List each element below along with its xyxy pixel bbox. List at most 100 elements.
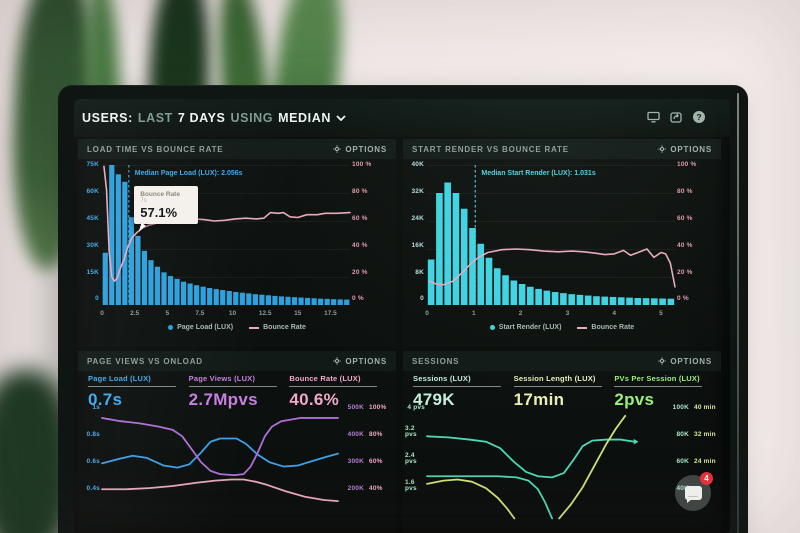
metric-bounce-rate: Bounce Rate (LUX) 40.6%	[289, 374, 390, 410]
x-axis: 0 2.5 5 7.5 10 12.5 15 17.5	[100, 310, 350, 320]
axis-tick: 4	[612, 310, 616, 317]
display-icon[interactable]	[646, 110, 660, 123]
plot-area[interactable]: Median Page Load (LUX): 2.056s Bounce Ra…	[102, 165, 350, 305]
y-axis-right: 500K 100% 400K 80% 300K 60% 200K 40%	[340, 404, 394, 493]
chevron-down-icon	[336, 115, 346, 121]
axis-tick: 0	[420, 295, 424, 303]
axis-tick: 17.5	[324, 310, 337, 317]
metric-value: 0.7s	[88, 390, 123, 409]
panel-page-views: PAGE VIEWS VS ONLOAD OPTIONS Page Load (…	[78, 351, 396, 533]
panel-header: LOAD TIME VS BOUNCE RATE OPTIONS	[78, 139, 396, 159]
panel-title: PAGE VIEWS VS ONLOAD	[87, 356, 203, 366]
axis-tick: 40K	[411, 161, 424, 168]
axis-tick: 0.6s	[86, 458, 100, 466]
y-axis-left: 40K 32K 24K 16K 8K 0	[405, 161, 424, 303]
panel-load-time: LOAD TIME VS BOUNCE RATE OPTIONS 75K 60K 4…	[78, 139, 396, 348]
legend-item: Page Load (LUX)	[168, 324, 233, 331]
metric-sessions: Sessions (LUX) 479K	[413, 374, 514, 410]
axis-tick: 0 %	[677, 295, 689, 303]
tooltip: Bounce Rate 7s 57.1%	[134, 186, 199, 234]
chart-canvas[interactable]	[102, 405, 338, 513]
plot-area[interactable]: Median Start Render (LUX): 1.031s	[427, 165, 675, 305]
axis-tick: 100 %	[352, 161, 372, 168]
axis-tick: 100K 40 min	[672, 404, 716, 411]
page-views-chart: 1s 0.8s 0.6s 0.4s 500K 100% 400K 80% 300K 60% 200…	[78, 404, 396, 533]
metric-value: 2pvs	[614, 390, 655, 409]
y-axis-left: 75K 60K 45K 30K 15K 0	[80, 161, 99, 303]
plot-area[interactable]	[102, 405, 338, 513]
panel-sessions: SESSIONS OPTIONS Sessions (LUX) 479K Ses…	[403, 351, 721, 533]
axis-tick: 2	[518, 310, 523, 317]
options-button[interactable]: OPTIONS	[333, 357, 387, 366]
load-time-chart: 75K 60K 45K 30K 15K 0 Median Page Load (LUX):…	[78, 159, 396, 348]
chat-widget-button[interactable]: 4	[675, 472, 713, 511]
dashboard-header: USERS: LAST 7 DAYS USING MEDIAN ?	[74, 99, 730, 137]
line-swatch	[249, 326, 260, 329]
axis-tick: 40 %	[352, 241, 368, 249]
chart-canvas[interactable]	[427, 405, 663, 513]
gear-icon	[333, 145, 342, 153]
panel-header: SESSIONS OPTIONS	[403, 351, 721, 371]
axis-tick: 400K 80%	[347, 431, 383, 439]
axis-tick: 5	[165, 310, 170, 317]
plot-area[interactable]	[427, 405, 663, 513]
users-range-selector[interactable]: USERS: LAST 7 DAYS USING MEDIAN	[82, 111, 346, 125]
screen: USERS: LAST 7 DAYS USING MEDIAN ?	[74, 99, 730, 533]
header-icons: ?	[646, 110, 706, 123]
options-button[interactable]: OPTIONS	[658, 145, 712, 154]
axis-tick: 1s	[92, 404, 100, 411]
options-button[interactable]: OPTIONS	[658, 357, 712, 366]
axis-tick: 10	[228, 310, 237, 317]
tooltip-title: Bounce Rate	[140, 191, 180, 198]
axis-tick: 40K	[676, 485, 689, 493]
axis-tick: 0.8s	[86, 431, 100, 439]
metric-page-views: Page Views (LUX) 2.7Mpvs	[188, 374, 290, 410]
options-button[interactable]: OPTIONS	[333, 145, 387, 154]
panel-title: START RENDER VS BOUNCE RATE	[412, 144, 569, 154]
chart-canvas[interactable]	[427, 165, 675, 305]
metric-label: Page Load (LUX)	[88, 374, 176, 387]
axis-tick: 60K	[86, 187, 99, 195]
median-annotation: Median Page Load (LUX): 2.056s	[134, 170, 243, 177]
axis-tick: 0	[100, 310, 104, 317]
help-icon[interactable]: ?	[692, 110, 706, 123]
axis-tick: 20 %	[677, 268, 693, 276]
metric-label: Bounce Rate (LUX)	[289, 374, 378, 387]
tooltip-value: 57.1%	[140, 205, 178, 220]
question-mark: ?	[693, 110, 705, 123]
panel-title: SESSIONS	[412, 356, 460, 366]
x-axis: 0 1 2 3 4 5	[425, 310, 675, 320]
axis-tick: 0 %	[352, 295, 364, 303]
title-part: USING	[230, 111, 274, 125]
axis-tick: 4 pvs	[407, 404, 425, 411]
title-part: LAST	[137, 111, 173, 125]
metric-label: Session Length (LUX)	[513, 374, 602, 387]
options-label: OPTIONS	[670, 356, 712, 366]
y-axis-left: 4 pvs 3.2 pvs 2.4 pvs 1.6 pvs	[405, 404, 425, 493]
axis-tick: 15	[294, 310, 302, 317]
metric-value: 17min	[513, 390, 565, 409]
title-part: MEDIAN	[278, 111, 331, 125]
legend-item: Bounce Rate	[577, 324, 634, 331]
metric-label: Sessions (LUX)	[413, 374, 501, 387]
axis-tick: 1.6 pvs	[405, 478, 417, 493]
gear-icon	[333, 357, 342, 365]
dot-swatch	[168, 325, 174, 330]
axis-tick: 20 %	[352, 268, 368, 276]
axis-tick: 0.4s	[86, 485, 100, 493]
options-label: OPTIONS	[345, 144, 387, 154]
axis-tick: 75K	[86, 161, 99, 168]
export-icon[interactable]	[669, 110, 683, 123]
y-axis-right: 100K 40 min 80K 32 min 60K 24 min 40K	[665, 404, 719, 493]
panel-start-render: START RENDER VS BOUNCE RATE OPTIONS 40K 3…	[403, 139, 721, 348]
chart-canvas[interactable]	[102, 165, 350, 305]
metrics-row: Sessions (LUX) 479K Session Length (LUX)…	[413, 374, 715, 410]
bezel-highlight	[737, 93, 739, 533]
dot-swatch	[489, 325, 495, 330]
tooltip-subtitle: 7s	[140, 198, 147, 204]
legend: Page Load (LUX) Bounce Rate	[78, 324, 396, 331]
options-label: OPTIONS	[670, 144, 712, 154]
axis-tick: 24K	[411, 214, 424, 222]
y-axis-right: 100 % 80 % 60 % 40 % 20 % 0 %	[677, 161, 717, 303]
